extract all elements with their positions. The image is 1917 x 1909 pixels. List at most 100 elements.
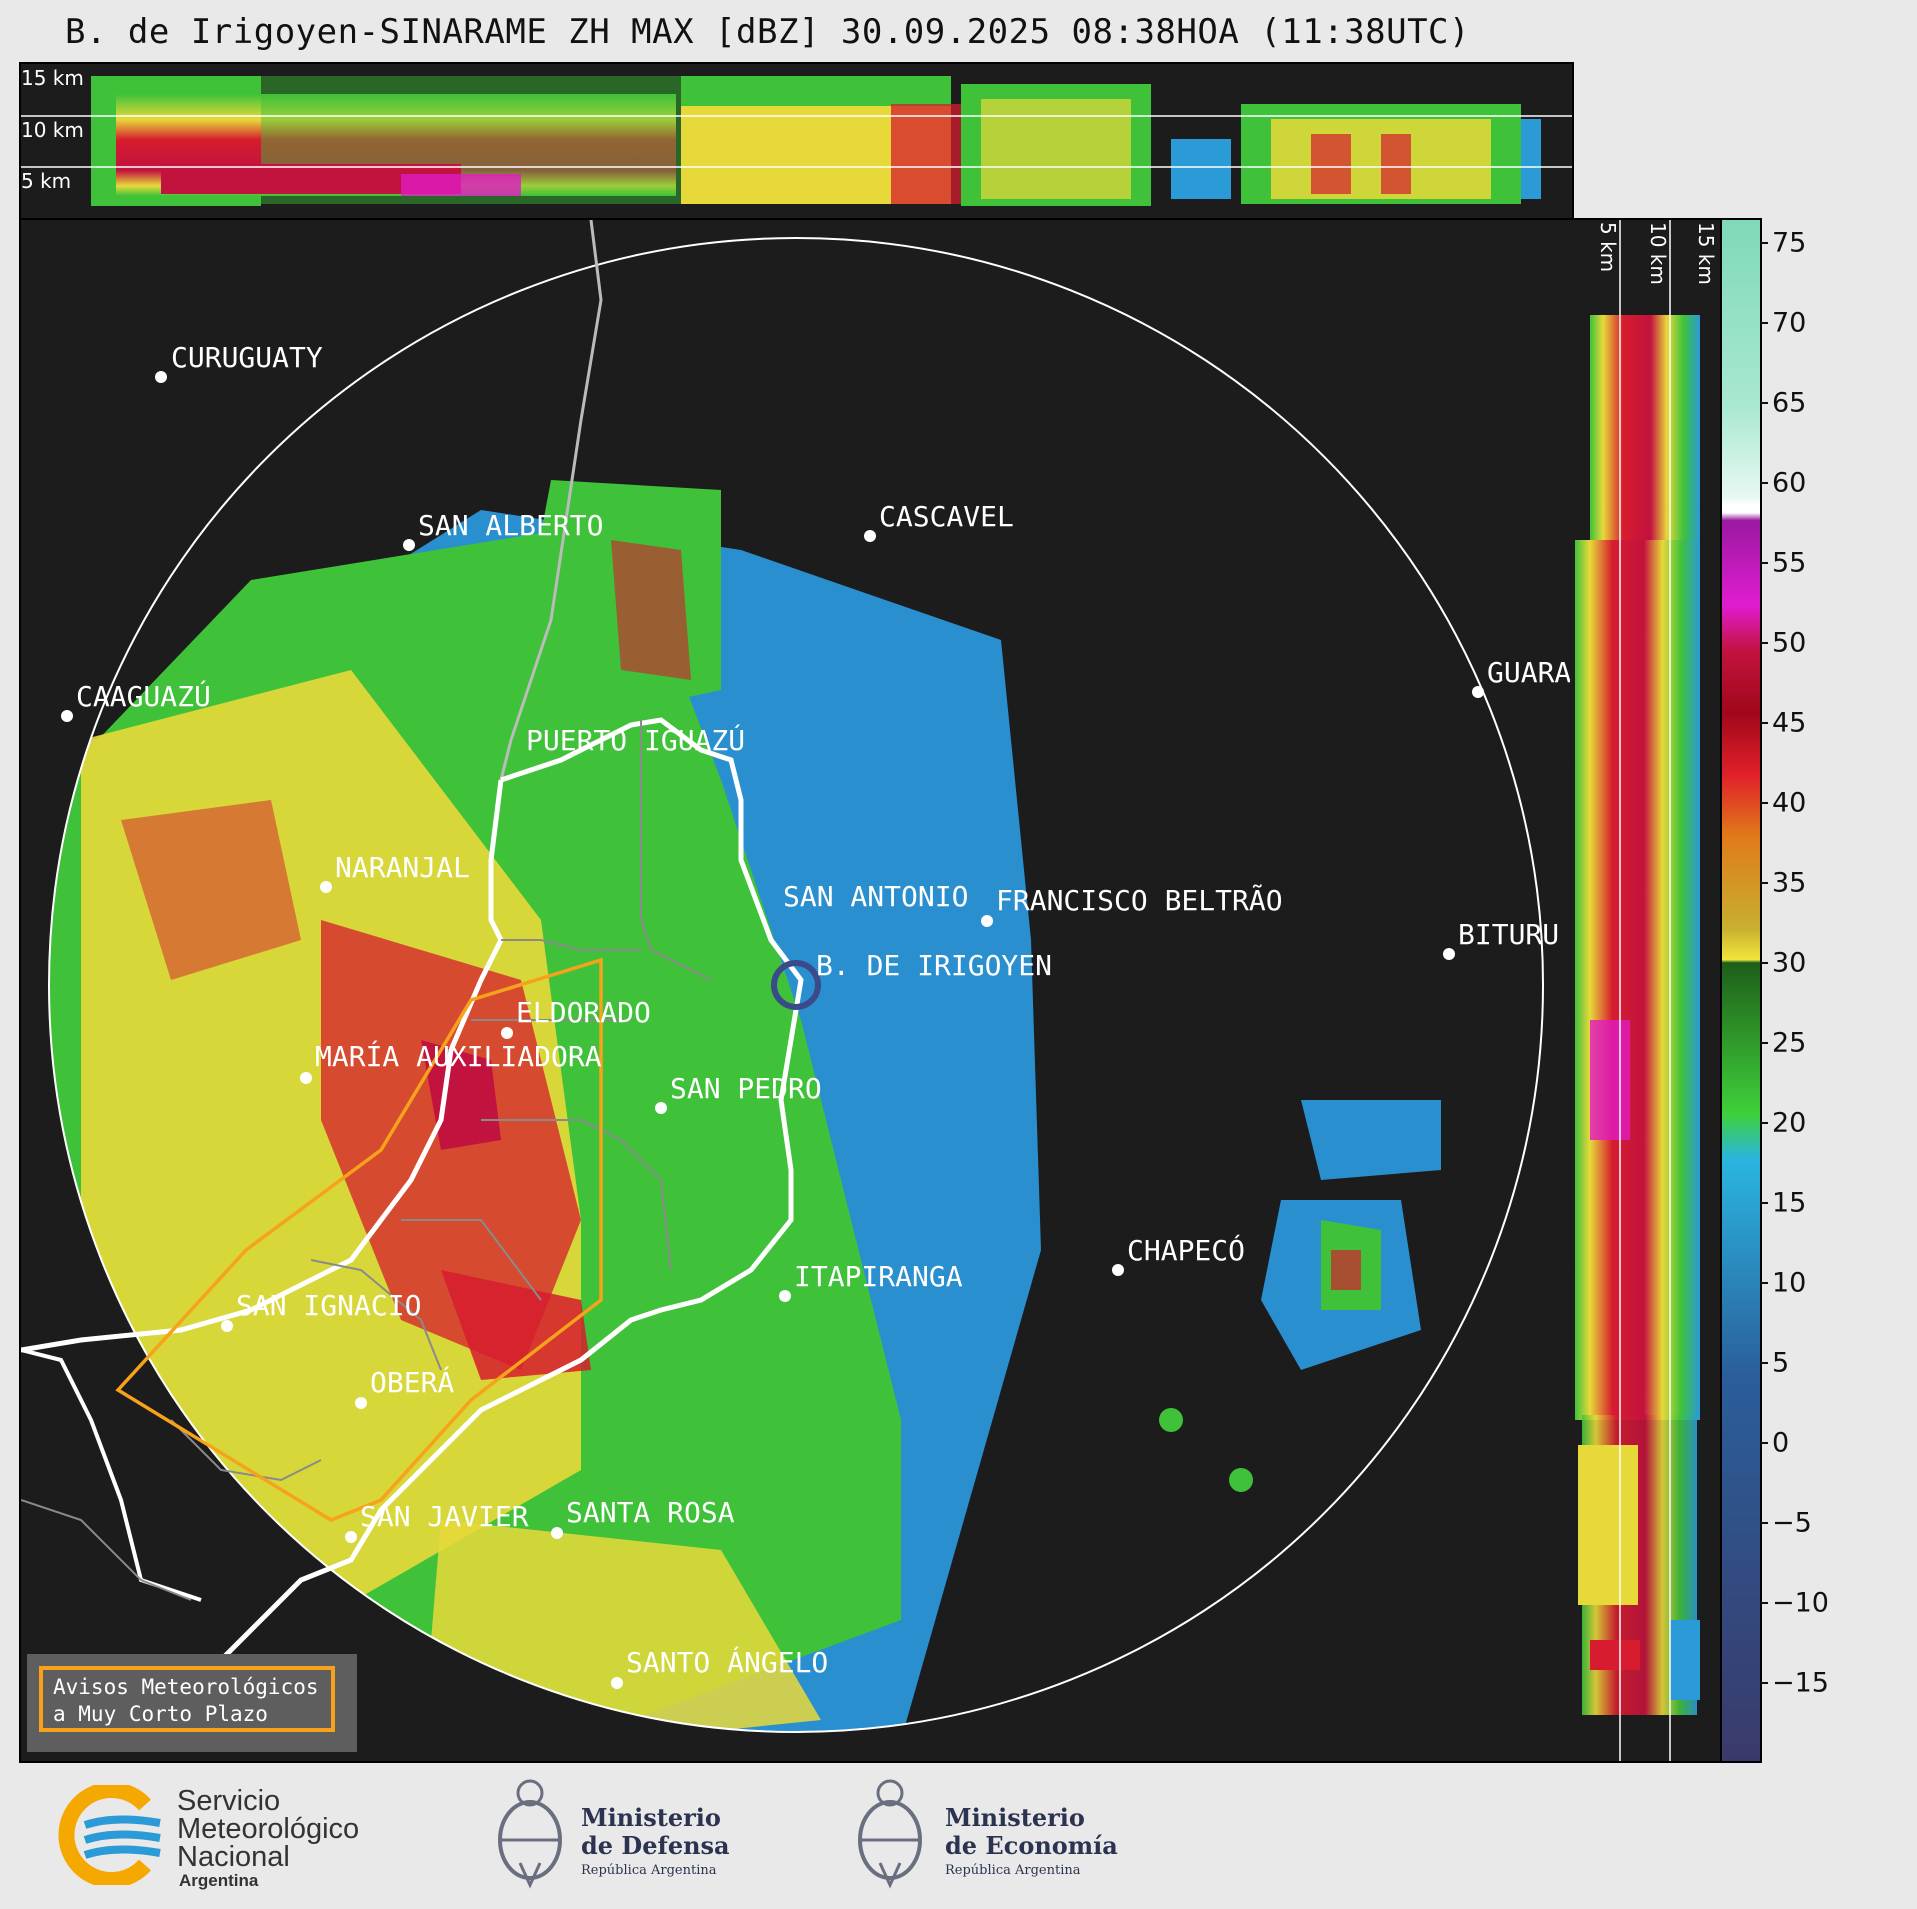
tick-neg15: −15: [1772, 1667, 1829, 1699]
map-title: B. de Irigoyen-SINARAME ZH MAX [dBZ] 30.…: [65, 12, 1470, 52]
city-label-caaguazu: CAAGUAZÚ: [76, 679, 211, 713]
top-echo-band: [91, 76, 1541, 206]
department-boundaries: [21, 720, 712, 1601]
side-cross-section-svg: [1575, 220, 1700, 1761]
smn-text-3: Nacional: [177, 1841, 290, 1873]
city-label-san-antonio: SAN ANTONIO: [783, 880, 968, 913]
city-label-san-pedro: SAN PEDRO: [670, 1072, 822, 1105]
smn-emblem-icon: [58, 1785, 161, 1885]
city-label-itapiranga: ITAPIRANGA: [794, 1260, 963, 1293]
tick-mark-15: [1760, 1202, 1768, 1204]
radar-site-marker: [771, 960, 821, 1010]
tick-10: 10: [1772, 1267, 1807, 1299]
tick-5: 5: [1772, 1347, 1790, 1379]
tick-mark-75: [1760, 242, 1768, 244]
side-15km-label: 15 km: [1694, 222, 1718, 285]
city-label-puerto-iguazu: PUERTO IGUAZÚ: [526, 723, 745, 757]
city-label-obera: OBERÁ: [370, 1365, 454, 1399]
city-label-curuguaty: CURUGUATY: [171, 341, 323, 374]
tick-70: 70: [1772, 307, 1807, 339]
side-echo-band: [1575, 315, 1700, 1715]
city-markers: CURUGUATY SAN ALBERTO CASCAVEL CAAGUAZÚ …: [61, 341, 1571, 1689]
argentina-shield-icon: [858, 1779, 922, 1889]
city-dot-francisco-beltrao: [981, 915, 993, 927]
city-label-guara: GUARA: [1487, 656, 1571, 689]
tick-mark-25: [1760, 1042, 1768, 1044]
tick-50: 50: [1772, 627, 1807, 659]
tick-15: 15: [1772, 1187, 1807, 1219]
argentina-shield-icon: [498, 1779, 562, 1889]
paraguay-brazil-border: [499, 220, 603, 781]
tick-mark-50: [1760, 642, 1768, 644]
tick-0: 0: [1772, 1427, 1790, 1459]
tick-mark-0: [1760, 1442, 1768, 1444]
city-dot-santa-rosa: [551, 1527, 563, 1539]
city-label-san-ignacio: SAN IGNACIO: [236, 1289, 421, 1322]
tick-mark-35: [1760, 882, 1768, 884]
city-label-francisco-beltrao: FRANCISCO BELTRÃO: [996, 884, 1283, 917]
tick-mark-20: [1760, 1122, 1768, 1124]
city-dot-curuguaty: [155, 371, 167, 383]
tick-mark-70: [1760, 322, 1768, 324]
city-label-santo-angelo: SANTO ÁNGELO: [626, 1645, 828, 1679]
smn-text-4: Argentina: [179, 1871, 259, 1890]
city-dot-san-pedro: [655, 1102, 667, 1114]
city-dot-eldorado: [501, 1027, 513, 1039]
city-dot-naranjal: [320, 881, 332, 893]
warning-line-2: a Muy Corto Plazo: [53, 1702, 268, 1726]
city-dot-santo-angelo: [611, 1677, 623, 1689]
warning-legend-frame: Avisos Meteorológicos a Muy Corto Plazo: [39, 1666, 335, 1732]
argentina-border-east: [219, 717, 804, 1662]
reflectivity-field: [49, 480, 1441, 1732]
city-label-chapeco: CHAPECÓ: [1127, 1233, 1245, 1267]
city-label-san-javier: SAN JAVIER: [360, 1500, 529, 1533]
tick-mark-neg15: [1760, 1682, 1768, 1684]
city-dot-chapeco: [1112, 1264, 1124, 1276]
city-label-cascavel: CASCAVEL: [879, 500, 1014, 533]
tick-mark-neg10: [1760, 1602, 1768, 1604]
city-label-maria-auxiliadora: MARÍA AUXILIADORA: [315, 1039, 602, 1073]
radar-map-svg: CURUGUATY SAN ALBERTO CASCAVEL CAAGUAZÚ …: [21, 220, 1571, 1733]
city-dot-guara: [1472, 686, 1484, 698]
warning-legend-box: Avisos Meteorológicos a Muy Corto Plazo: [27, 1654, 357, 1752]
tick-mark-45: [1760, 722, 1768, 724]
tick-60: 60: [1772, 467, 1807, 499]
tick-mark-55: [1760, 562, 1768, 564]
city-label-santa-rosa: SANTA ROSA: [566, 1496, 735, 1529]
tick-mark-65: [1760, 402, 1768, 404]
smn-text-1: Servicio: [177, 1785, 281, 1817]
defensa-text-2: de Defensa: [581, 1831, 730, 1860]
city-dot-caaguazu: [61, 710, 73, 722]
defensa-text-3: República Argentina: [581, 1863, 717, 1878]
side-cross-section-panel: 5 km 10 km 15 km: [1570, 218, 1722, 1763]
side-10km-label: 10 km: [1646, 222, 1670, 285]
tick-75: 75: [1772, 227, 1807, 259]
defensa-text-1: Ministerio: [581, 1803, 721, 1832]
tick-mark-10: [1760, 1282, 1768, 1284]
smn-text-2: Meteorológico: [177, 1813, 360, 1845]
city-label-eldorado: ELDORADO: [516, 996, 651, 1029]
city-label-san-alberto: SAN ALBERTO: [418, 509, 603, 542]
city-dot-san-javier: [345, 1531, 357, 1543]
colorbar-svg: [1722, 220, 1760, 1761]
colorbar: [1720, 218, 1762, 1763]
tick-mark-30: [1760, 962, 1768, 964]
economia-logo: Ministerio de Economía República Argenti…: [855, 1775, 1118, 1895]
range-ring: [48, 237, 1544, 1733]
side-5km-label: 5 km: [1596, 222, 1620, 273]
warning-line-1: Avisos Meteorológicos: [53, 1675, 319, 1699]
top-5km-label: 5 km: [21, 169, 72, 193]
defensa-logo: Ministerio de Defensa República Argentin…: [495, 1775, 755, 1895]
city-dot-itapiranga: [779, 1290, 791, 1302]
tick-mark-60: [1760, 482, 1768, 484]
city-dot-obera: [355, 1397, 367, 1409]
argentina-border-west: [21, 779, 504, 1353]
tick-55: 55: [1772, 547, 1807, 579]
tick-25: 25: [1772, 1027, 1807, 1059]
tick-neg5: −5: [1772, 1507, 1812, 1539]
top-15km-label: 15 km: [21, 66, 84, 90]
city-label-naranjal: NARANJAL: [335, 851, 470, 884]
city-label-bituru: BITURU: [1458, 918, 1559, 951]
tick-65: 65: [1772, 387, 1807, 419]
top-cross-section-svg: [21, 76, 1572, 206]
